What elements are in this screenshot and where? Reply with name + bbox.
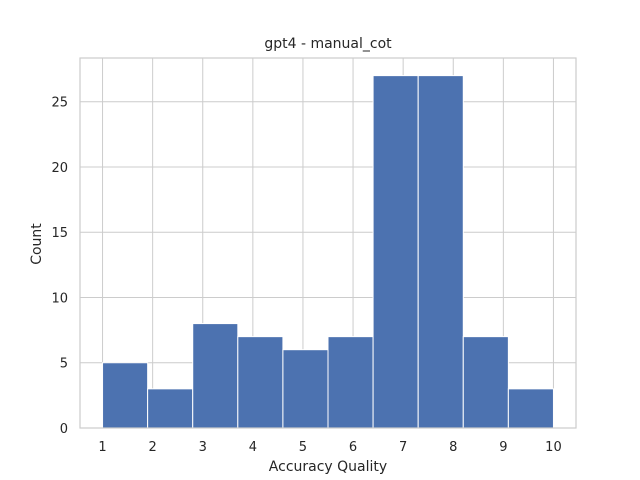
histogram-bar-9 [462, 336, 509, 429]
x-tick-label: 2 [149, 440, 157, 455]
histogram-bar-2 [147, 388, 194, 429]
chart-title: gpt4 - manual_cot [264, 36, 392, 52]
x-tick-label: 4 [249, 440, 257, 455]
bars [102, 75, 554, 429]
x-tick-label: 5 [299, 440, 307, 455]
histogram-bar-4 [237, 336, 284, 429]
x-tick-label: 9 [499, 440, 507, 455]
x-tick-labels: 1 2 3 4 5 6 7 8 9 10 [98, 440, 561, 455]
histogram-bar-10 [507, 388, 554, 429]
x-tick-label: 10 [545, 440, 562, 455]
plot-frame [79, 57, 577, 429]
x-tick-label: 1 [98, 440, 106, 455]
histogram-bar-8 [417, 75, 464, 429]
x-tick-label: 7 [399, 440, 407, 455]
histogram-bar-1 [102, 362, 149, 429]
y-tick-labels: 0 5 10 15 20 25 [51, 96, 68, 437]
y-tick-label: 15 [51, 226, 68, 241]
histogram-bar-6 [327, 336, 374, 429]
x-axis-label: Accuracy Quality [269, 459, 387, 475]
histogram-bar-7 [372, 75, 419, 429]
histogram-bar-5 [282, 349, 329, 429]
y-tick-label: 10 [51, 291, 68, 306]
y-tick-label: 25 [51, 96, 68, 111]
x-tick-label: 3 [199, 440, 207, 455]
x-tick-label: 8 [449, 440, 457, 455]
y-axis-label: Count [29, 223, 45, 265]
y-tick-label: 0 [60, 422, 68, 437]
histogram-bar-3 [192, 323, 239, 429]
y-tick-label: 5 [60, 357, 68, 372]
x-tick-label: 6 [349, 440, 357, 455]
y-tick-label: 20 [51, 161, 68, 176]
